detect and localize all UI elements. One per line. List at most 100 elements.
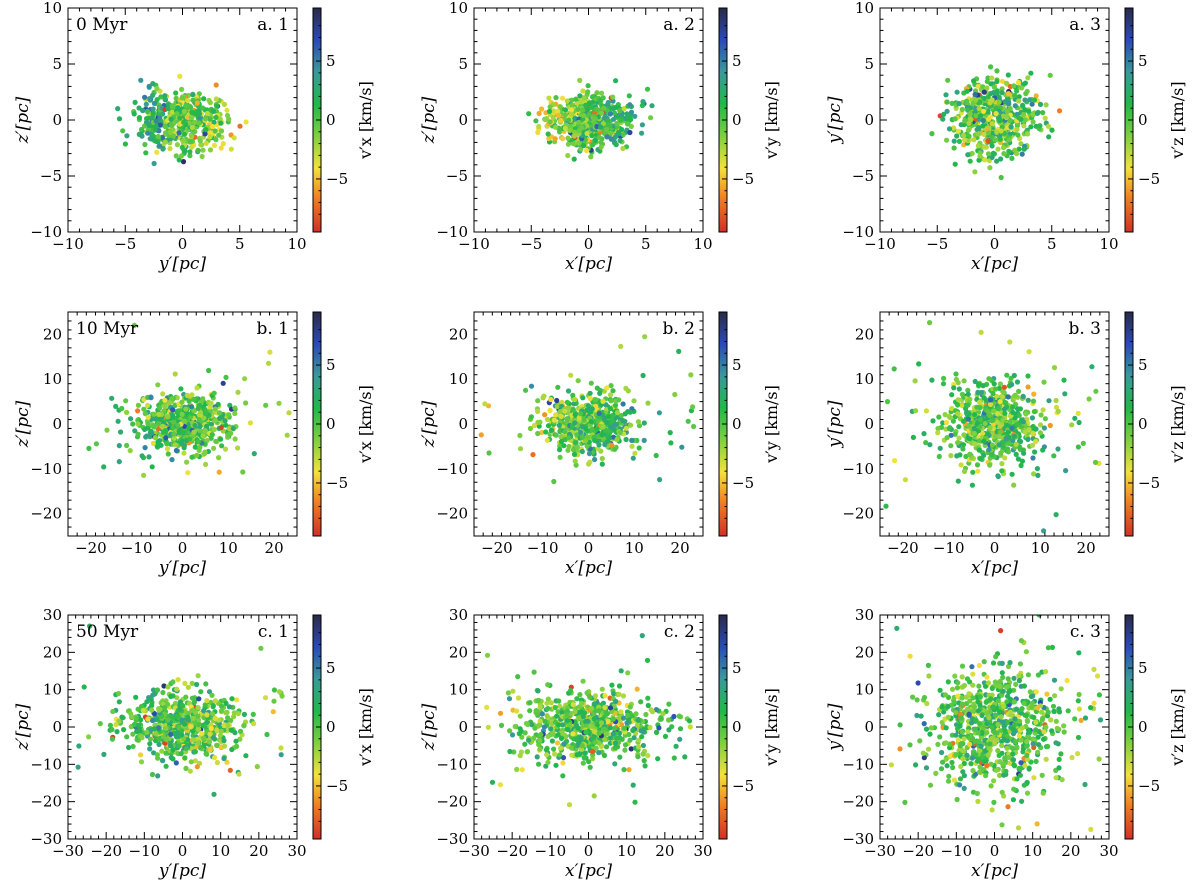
data-point <box>170 407 176 413</box>
data-point <box>93 441 99 447</box>
data-point <box>1055 408 1061 414</box>
data-point <box>656 725 662 731</box>
scatter-points-a2 <box>526 77 655 162</box>
data-point <box>569 752 575 758</box>
data-point <box>203 140 209 146</box>
y-tick-label: 0 <box>52 111 62 129</box>
data-point <box>113 403 119 409</box>
data-point <box>962 118 968 124</box>
data-point <box>196 726 202 732</box>
data-point <box>151 424 157 430</box>
data-point <box>987 100 993 106</box>
data-point <box>1016 94 1022 100</box>
x-tick-label: 20 <box>249 842 268 860</box>
data-point <box>995 473 1001 480</box>
data-point <box>537 704 543 710</box>
data-point <box>598 124 604 130</box>
data-point <box>211 142 217 148</box>
colorbar-ticks-c1 <box>316 632 321 822</box>
data-point <box>218 145 224 151</box>
data-point <box>536 761 542 767</box>
data-point <box>640 99 646 105</box>
colorbar-tick-label: −5 <box>326 170 348 188</box>
y-tick-label: 5 <box>458 55 468 73</box>
data-point <box>170 756 176 762</box>
data-point <box>976 399 983 405</box>
data-point <box>1000 145 1007 151</box>
data-point <box>631 735 637 741</box>
data-point <box>196 696 202 702</box>
data-point <box>965 387 971 393</box>
x-tick-label: 0 <box>178 539 188 557</box>
data-point <box>1042 115 1048 121</box>
data-point <box>961 132 967 138</box>
data-point <box>577 692 583 698</box>
data-point <box>161 683 167 689</box>
data-point <box>1016 115 1022 121</box>
data-point <box>560 760 566 766</box>
data-point <box>531 669 537 675</box>
data-point <box>969 482 976 488</box>
data-point <box>116 459 122 465</box>
data-point <box>557 447 563 453</box>
data-point <box>644 657 651 664</box>
data-point <box>1020 393 1026 399</box>
data-point <box>1015 79 1022 85</box>
data-point <box>183 765 189 772</box>
data-point <box>188 724 194 730</box>
data-point <box>1047 422 1053 429</box>
data-point <box>940 116 946 122</box>
data-point <box>944 435 950 441</box>
data-point <box>568 107 575 113</box>
data-point <box>600 121 607 127</box>
y-tick-label: −10 <box>30 223 62 241</box>
data-point <box>189 454 195 460</box>
data-point <box>561 443 567 449</box>
data-point <box>81 684 87 690</box>
data-point <box>566 721 573 728</box>
data-point <box>1013 441 1019 447</box>
colorbar-label-c1: v′x [km/s] <box>356 688 375 767</box>
data-point <box>986 446 992 453</box>
y-tick-label: −10 <box>842 460 874 478</box>
y-axis-label-c1: z′[pc] <box>13 703 33 751</box>
x-tick-label: 0 <box>990 539 1000 557</box>
data-point <box>544 700 550 706</box>
data-point <box>574 432 580 438</box>
data-point <box>668 440 674 446</box>
data-point <box>982 157 988 163</box>
x-tick-label: 30 <box>693 842 712 860</box>
data-point <box>973 97 979 103</box>
data-point <box>959 106 965 113</box>
data-point <box>944 99 950 105</box>
data-point <box>575 106 581 112</box>
data-point <box>975 143 981 149</box>
data-point <box>975 131 981 137</box>
data-point <box>545 759 551 765</box>
data-point <box>535 408 541 414</box>
data-point <box>671 755 677 761</box>
data-point <box>86 734 92 740</box>
data-point <box>526 111 532 117</box>
data-point <box>998 450 1004 456</box>
data-point <box>529 722 535 728</box>
y-tick-label: 0 <box>458 718 468 736</box>
data-point <box>1006 148 1012 154</box>
data-point <box>214 103 220 109</box>
data-point <box>167 400 173 406</box>
data-point <box>977 417 984 423</box>
data-point <box>168 731 174 738</box>
data-point <box>176 157 182 163</box>
data-point <box>587 390 593 396</box>
data-point <box>542 117 549 123</box>
data-point <box>207 731 213 737</box>
data-point <box>592 437 598 443</box>
data-point <box>1031 471 1037 477</box>
data-point <box>572 458 578 464</box>
data-point <box>548 726 554 732</box>
data-point <box>182 755 188 761</box>
data-point <box>597 97 603 104</box>
data-point <box>190 715 196 722</box>
data-point <box>217 415 223 421</box>
x-tick-label: −10 <box>933 539 965 557</box>
